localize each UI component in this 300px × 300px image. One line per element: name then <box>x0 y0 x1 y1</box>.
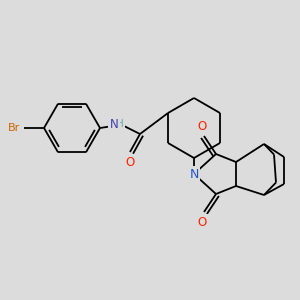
Text: H: H <box>116 119 124 129</box>
Text: O: O <box>125 155 135 169</box>
Text: O: O <box>197 119 207 133</box>
Text: Br: Br <box>8 123 20 133</box>
Text: O: O <box>197 215 207 229</box>
Text: N: N <box>110 118 118 130</box>
Text: N: N <box>189 167 199 181</box>
